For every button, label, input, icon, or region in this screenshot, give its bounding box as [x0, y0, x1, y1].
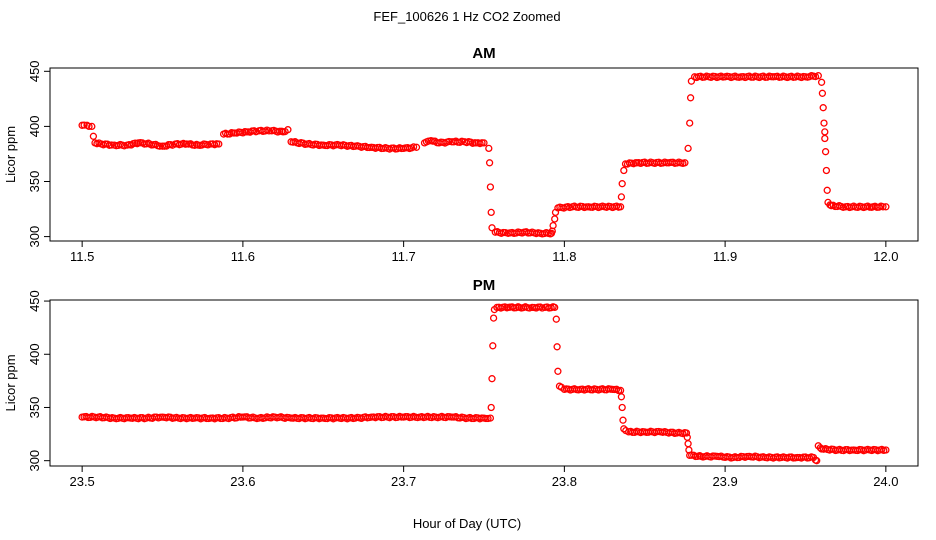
- data-point: [686, 94, 695, 102]
- plot-frame: [49, 67, 919, 242]
- x-tick-label: 23.7: [391, 474, 416, 489]
- data-point: [619, 416, 627, 424]
- data-point: [813, 457, 821, 465]
- data-point: [409, 143, 418, 151]
- panel-title: PM: [473, 277, 496, 294]
- y-tick-label: 300: [27, 450, 42, 472]
- data-point: [480, 139, 488, 147]
- data-point: [551, 303, 559, 312]
- data-point: [489, 342, 497, 350]
- data-point: [120, 142, 128, 150]
- data-point: [682, 429, 691, 437]
- x-axis-label: Hour of Day (UTC): [413, 516, 521, 531]
- data-point: [486, 183, 495, 191]
- plot-frame: [49, 299, 919, 467]
- data-series: [78, 71, 890, 238]
- data-point: [445, 137, 453, 146]
- data-point: [551, 215, 559, 223]
- panel-title: AM: [472, 45, 495, 62]
- data-point: [487, 208, 495, 217]
- data-point: [486, 414, 495, 422]
- data-point: [681, 159, 689, 167]
- data-point: [821, 148, 830, 156]
- data-point: [485, 144, 493, 153]
- y-axis-label: Licor ppm: [3, 354, 18, 411]
- data-point: [485, 159, 494, 167]
- y-axis-label: Licor ppm: [3, 126, 18, 183]
- y-tick-label: 350: [27, 397, 42, 419]
- panel-am: AM 11.5 11.6 11.7 11.8 11.9 12.0 300 350 400 450 Li…: [3, 45, 919, 264]
- y-tick-label: 300: [27, 226, 42, 248]
- panels: AM 11.5 11.6 11.7 11.8 11.9 12.0 300 350 400 450 Li…: [3, 45, 919, 489]
- data-point: [616, 203, 625, 211]
- x-tick-label: 12.0: [873, 249, 898, 264]
- x-tick-label: 23.9: [712, 474, 737, 489]
- data-point: [538, 304, 546, 312]
- data-point: [265, 127, 273, 135]
- data-point: [684, 440, 692, 448]
- data-point: [620, 166, 628, 175]
- data-point: [820, 119, 828, 127]
- x-tick-label: 11.9: [713, 249, 737, 264]
- data-point: [821, 128, 829, 136]
- data-point: [215, 140, 223, 148]
- data-point: [552, 315, 560, 323]
- data-point: [489, 314, 498, 322]
- x-tick-label: 11.5: [70, 249, 94, 264]
- data-point: [686, 119, 694, 127]
- data-point: [525, 304, 534, 312]
- data-point: [554, 367, 562, 375]
- data-point: [882, 446, 890, 454]
- x-tick-label: 23.6: [230, 474, 255, 489]
- data-point: [821, 134, 829, 143]
- data-point: [822, 166, 831, 175]
- y-tick-label: 350: [27, 171, 42, 193]
- data-point: [488, 375, 496, 383]
- data-point: [684, 144, 692, 153]
- x-tick-label: 11.8: [552, 249, 576, 264]
- data-point: [284, 126, 292, 134]
- data-point: [156, 142, 164, 150]
- data-point: [617, 193, 626, 201]
- data-series: [78, 303, 890, 465]
- data-point: [412, 143, 421, 151]
- data-point: [85, 122, 93, 131]
- data-point: [618, 180, 626, 188]
- data-point: [107, 141, 116, 149]
- data-point: [823, 186, 831, 194]
- data-point: [814, 72, 822, 80]
- data-point: [549, 221, 557, 230]
- x-tick-label: 23.5: [69, 474, 94, 489]
- data-point: [80, 121, 88, 129]
- panel-pm: PM 23.5 23.6 23.7 23.8 23.9 24.0 300 350 400 450 Li…: [3, 277, 919, 489]
- x-tick-label: 11.7: [391, 249, 415, 264]
- data-point: [879, 203, 887, 211]
- figure-title: FEF_100626 1 Hz CO2 Zoomed: [373, 9, 560, 24]
- data-point: [88, 122, 96, 131]
- x-tick-label: 23.8: [552, 474, 577, 489]
- data-point: [817, 78, 826, 86]
- data-point: [819, 104, 827, 112]
- data-point: [818, 89, 827, 97]
- data-point: [487, 403, 495, 412]
- x-tick-label: 24.0: [873, 474, 898, 489]
- data-point: [618, 403, 626, 412]
- data-point: [617, 393, 626, 401]
- data-point: [882, 203, 890, 211]
- y-tick-label: 450: [27, 290, 42, 312]
- data-point: [553, 343, 561, 351]
- x-tick-label: 11.6: [231, 249, 255, 264]
- data-point: [89, 132, 98, 140]
- y-tick-label: 450: [27, 60, 42, 82]
- y-tick-label: 400: [27, 116, 42, 138]
- y-tick-label: 400: [27, 343, 42, 365]
- data-point: [458, 137, 466, 145]
